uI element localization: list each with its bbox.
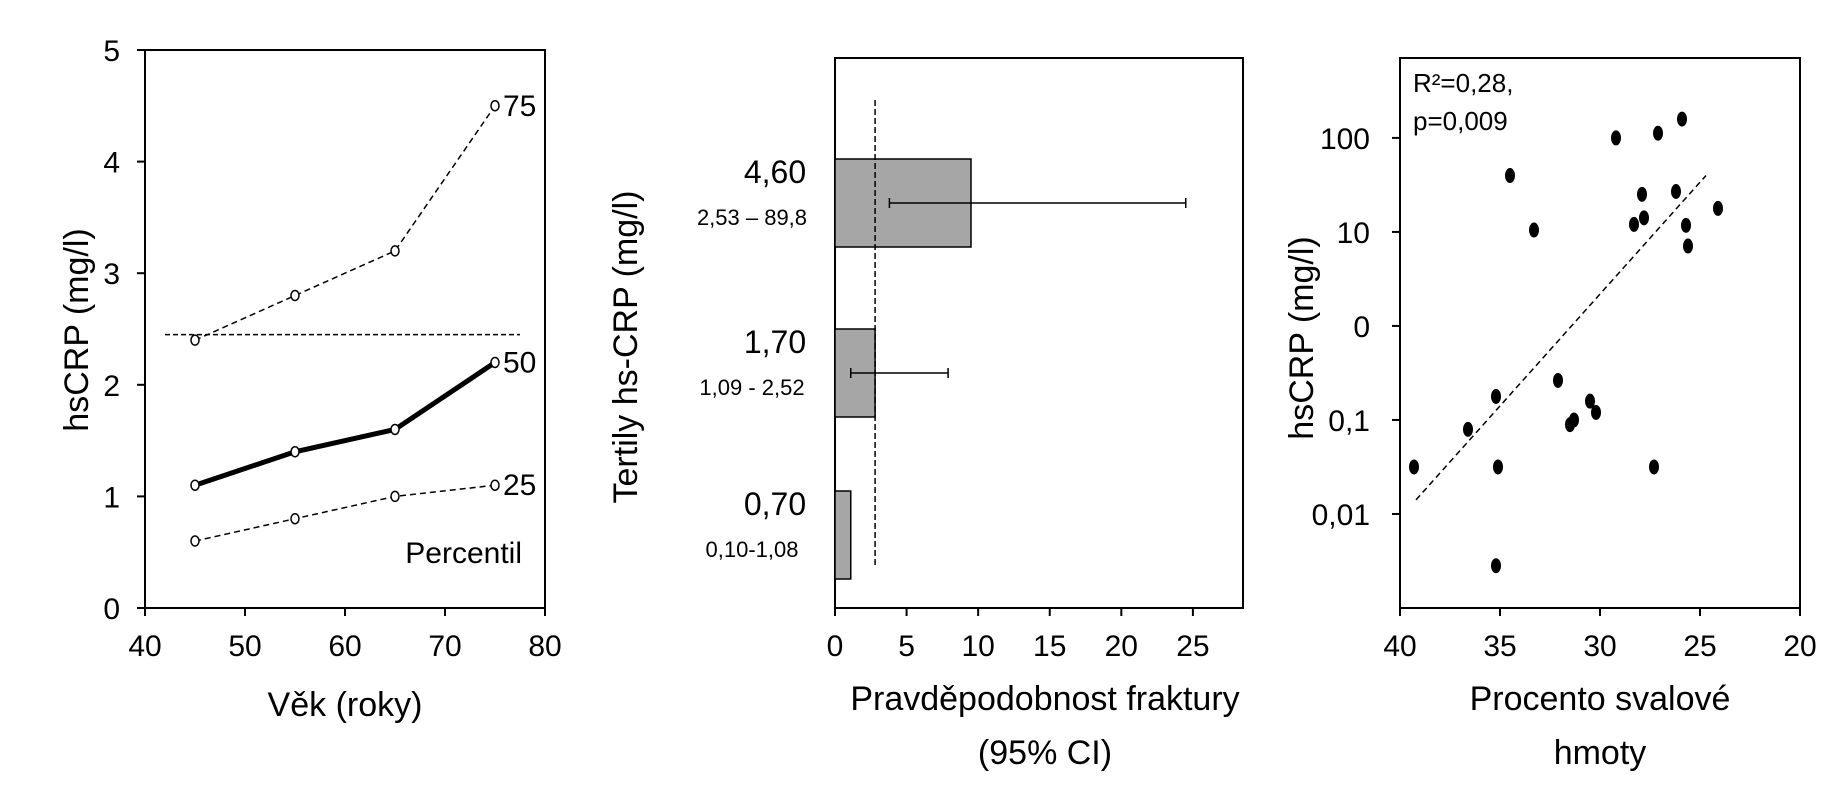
series-line-50 [194,360,497,488]
x-tick-label: 10 [961,630,994,663]
scatter-point [1671,184,1681,200]
x-tick-label: 70 [428,630,461,663]
x-tick-label: 30 [1583,630,1616,663]
data-point [290,512,300,525]
series-label-25: 25 [503,469,536,502]
x-tick-label: 0 [827,630,844,663]
bar-sublabel: 1,09 - 2,52 [699,375,804,400]
data-point [390,423,400,436]
data-point [290,289,300,302]
panel-fracture-bar-chart: 4,60 2,53 – 89,8 1,70 1,09 - 2,52 0,70 0,10-1… [607,57,1244,772]
x-tick-label: 35 [1483,630,1516,663]
scatter-point [1681,217,1691,233]
plot-frame [834,57,1244,609]
scatter-point [1639,210,1649,226]
data-point [190,479,200,491]
series-label-50: 50 [503,346,536,379]
scatter-point [1611,130,1621,146]
x-axis-label-line1: Pravděpodobnost fraktury [850,680,1239,718]
annotation-p-value: p=0,009 [1413,106,1508,136]
y-tick-label: 10 [1337,217,1370,250]
y-axis-label: Tertily hs-CRP (mg/l) [607,191,645,504]
trendline [1415,175,1707,501]
scatter-point [1629,216,1639,232]
x-tick-label: 40 [1383,630,1416,663]
y-axis-label: hsCRP (mg/l) [1283,236,1321,439]
scatter-point [1649,459,1659,475]
annotation-percentil: Percentil [405,537,522,570]
scatter-point [1677,111,1687,127]
x-tick-label: 20 [1783,630,1816,663]
scatter-point [1653,125,1663,141]
scatter-point [1569,412,1579,428]
plot-frame [1399,57,1801,609]
scatter-point [1713,200,1723,216]
scatter-point [1529,222,1539,238]
x-axis-label-line2: hmoty [1554,734,1647,772]
y-tick-label: 0,01 [1312,499,1370,532]
x-tick-label: 20 [1105,630,1138,663]
x-tick-label: 25 [1176,630,1209,663]
y-tick-label: 1 [103,481,120,514]
series-label-75: 75 [503,90,536,123]
bar-label: 0,70 [744,486,806,522]
data-point [190,535,200,547]
y-tick-label: 2 [103,370,120,403]
y-tick-label: 0 [103,593,120,626]
scatter-point [1505,168,1515,184]
x-tick-label: 80 [528,630,561,663]
data-point [490,100,500,112]
x-tick-label: 5 [898,630,915,663]
series-line-75 [194,105,496,341]
data-point [490,479,500,491]
scatter-point [1409,459,1419,475]
plot-frame [144,49,546,609]
x-axis-label-line2: (95% CI) [978,734,1112,772]
bar [834,490,852,580]
y-tick-label: 5 [103,35,120,68]
y-tick-label: 4 [103,147,120,180]
x-tick-label: 50 [228,630,261,663]
x-tick-label: 40 [128,630,161,663]
series-line-25 [194,484,496,542]
scatter-point [1553,372,1563,388]
scatter-point [1585,393,1595,409]
y-axis-label: hsCRP (mg/l) [58,228,96,431]
y-tick-label: 100 [1320,123,1370,156]
bar-label: 4,60 [744,154,806,190]
bar-label: 1,70 [744,324,806,360]
x-axis-label-line1: Procento svalové [1470,680,1731,718]
scatter-point [1463,421,1473,437]
scatter-point [1491,388,1501,404]
scatter-point [1637,186,1647,202]
panel-percentile-chart: 40 50 60 70 80 0 1 2 3 4 5 75 50 25 Percentil Věk (… [58,35,562,724]
x-tick-label: 15 [1033,630,1066,663]
x-tick-label: 25 [1683,630,1716,663]
data-point [390,490,400,503]
y-tick-label: 3 [103,258,120,291]
bar-sublabel: 0,10-1,08 [706,537,799,562]
bar-sublabel: 2,53 – 89,8 [697,205,807,230]
y-tick-label: 0,1 [1328,405,1370,438]
scatter-point [1683,238,1693,254]
scatter-point [1491,558,1501,574]
y-tick-label: 0 [1353,311,1370,344]
data-point [190,334,200,346]
x-tick-label: 60 [328,630,361,663]
annotation-r2: R²=0,28, [1413,68,1513,98]
data-point [390,245,400,257]
data-point [290,446,300,458]
data-point [490,356,500,369]
x-axis-label: Věk (roky) [268,686,423,724]
scatter-point [1591,404,1601,420]
scatter-point [1493,459,1503,475]
